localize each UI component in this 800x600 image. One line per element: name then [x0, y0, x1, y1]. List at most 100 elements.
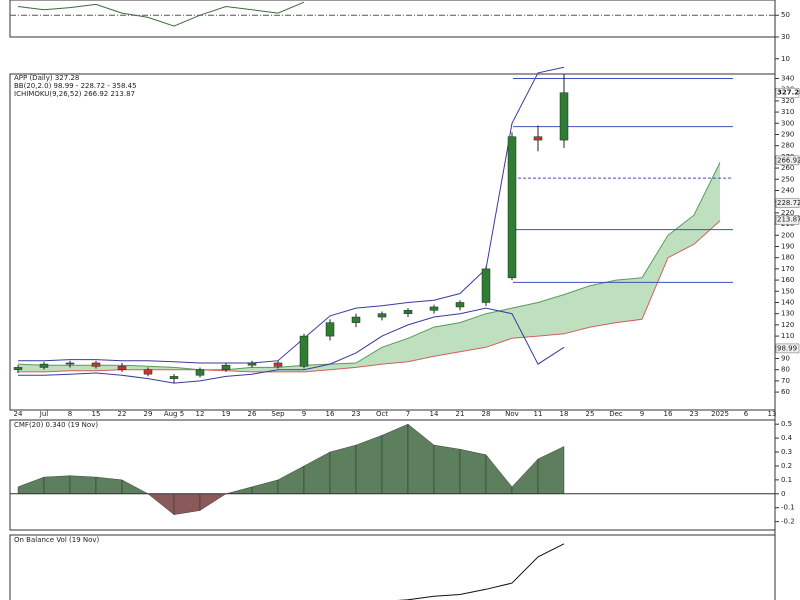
x-tick-label: 14 — [430, 410, 439, 418]
y-tick-label: 0.4 — [781, 434, 793, 442]
y-tick-label: 320 — [781, 97, 794, 105]
cloud-upper — [17, 162, 721, 371]
y-tick-label: 120 — [781, 321, 794, 329]
x-tick-label: 28 — [482, 410, 491, 418]
candle-body — [247, 362, 257, 366]
area-segment — [95, 476, 123, 494]
y-tick-label: 170 — [781, 265, 794, 273]
y-tick-label: 300 — [781, 119, 794, 127]
price-label: 327.28 — [777, 89, 800, 97]
y-tick-label: 0 — [781, 490, 785, 498]
price-label-box — [775, 214, 800, 225]
area-segment — [69, 475, 97, 494]
candle-body — [533, 136, 543, 141]
area-segment — [381, 423, 409, 494]
x-tick-label: Oct — [376, 410, 388, 418]
y-tick-label: 260 — [781, 164, 794, 172]
candle-body — [299, 335, 309, 367]
price-label: 228.72 — [777, 199, 800, 207]
cmf-title: CMF(20) 0.340 (19 Nov) — [14, 421, 98, 429]
y-tick-label: 310 — [781, 108, 794, 116]
y-tick-label: 200 — [781, 231, 794, 239]
x-tick-label: 16 — [664, 410, 673, 418]
cloud-segment — [96, 365, 122, 371]
x-tick-label: 9 — [302, 410, 306, 418]
candle-body — [273, 362, 283, 367]
y-tick-label: 340 — [781, 74, 794, 82]
price-label: 98.99 — [777, 344, 797, 352]
obv-title: On Balance Vol (19 Nov) — [14, 536, 100, 544]
x-tick-label: 12 — [196, 410, 205, 418]
candle-body — [377, 313, 387, 318]
x-tick-label: 23 — [352, 410, 361, 418]
series-line — [17, 1, 305, 27]
x-tick-label: 9 — [640, 410, 644, 418]
x-tick-label: 6 — [744, 410, 749, 418]
cloud-segment — [18, 364, 44, 372]
cloud-segment — [616, 277, 642, 323]
candle-body — [455, 302, 465, 308]
y-tick-label: 50 — [781, 11, 790, 19]
candle-body — [325, 322, 335, 337]
y-tick-label: 220 — [781, 209, 794, 217]
candle-body — [403, 310, 413, 314]
candle-body — [429, 306, 439, 311]
candle-body — [559, 92, 569, 141]
cloud-segment — [590, 280, 616, 328]
bb-lower — [18, 307, 565, 384]
x-tick-label: 8 — [68, 410, 72, 418]
x-tick-label: 13 — [768, 410, 777, 418]
x-tick-label: 16 — [326, 410, 335, 418]
y-tick-label: 150 — [781, 287, 794, 295]
y-tick-label: 280 — [781, 142, 794, 150]
x-tick-label: 26 — [248, 410, 257, 418]
price-label-box — [775, 155, 800, 166]
y-tick-label: 160 — [781, 276, 794, 284]
bb-upper — [18, 66, 565, 364]
y-tick-label: 140 — [781, 298, 794, 306]
price-label-box — [775, 198, 800, 208]
cloud-segment — [44, 365, 70, 372]
candle-body — [91, 362, 101, 367]
x-tick-label: Sep — [271, 410, 285, 418]
area-segment — [43, 475, 71, 494]
candle-body — [13, 367, 23, 370]
x-tick-label: 18 — [560, 410, 569, 418]
y-tick-label: 0.1 — [781, 476, 792, 484]
price-label: 213.87 — [777, 216, 800, 224]
y-tick-label: 30 — [781, 33, 790, 41]
cloud-segment — [434, 322, 460, 357]
cloud-segment — [460, 313, 486, 352]
y-tick-label: 290 — [781, 130, 794, 138]
candle-body — [481, 268, 491, 303]
y-tick-label: 130 — [781, 310, 794, 318]
y-tick-label: -0.2 — [781, 518, 795, 526]
candle-body — [117, 366, 127, 370]
x-tick-label: 24 — [14, 410, 23, 418]
candle-body — [351, 316, 361, 323]
cloud-segment — [538, 294, 564, 337]
x-tick-label: 22 — [118, 410, 127, 418]
series-line — [397, 543, 565, 600]
x-tick-label: 11 — [534, 410, 543, 418]
area-segment — [355, 435, 383, 494]
candle-body — [169, 376, 179, 379]
area-segment — [329, 444, 357, 494]
y-tick-label: 10 — [781, 55, 790, 63]
area-segment — [459, 448, 487, 494]
cloud-segment — [694, 162, 720, 245]
y-tick-label: 250 — [781, 175, 794, 183]
x-tick-label: Dec — [609, 410, 623, 418]
cloud-lower — [18, 220, 721, 373]
candle-body — [65, 362, 75, 365]
y-tick-label: -0.1 — [781, 504, 795, 512]
candle-body — [507, 136, 517, 279]
cloud-segment — [382, 338, 408, 365]
y-tick-label: 0.5 — [781, 420, 792, 428]
candle-body — [143, 369, 153, 375]
y-tick-label: 70 — [781, 377, 790, 385]
x-tick-label: 23 — [690, 410, 699, 418]
x-tick-label: 29 — [144, 410, 153, 418]
